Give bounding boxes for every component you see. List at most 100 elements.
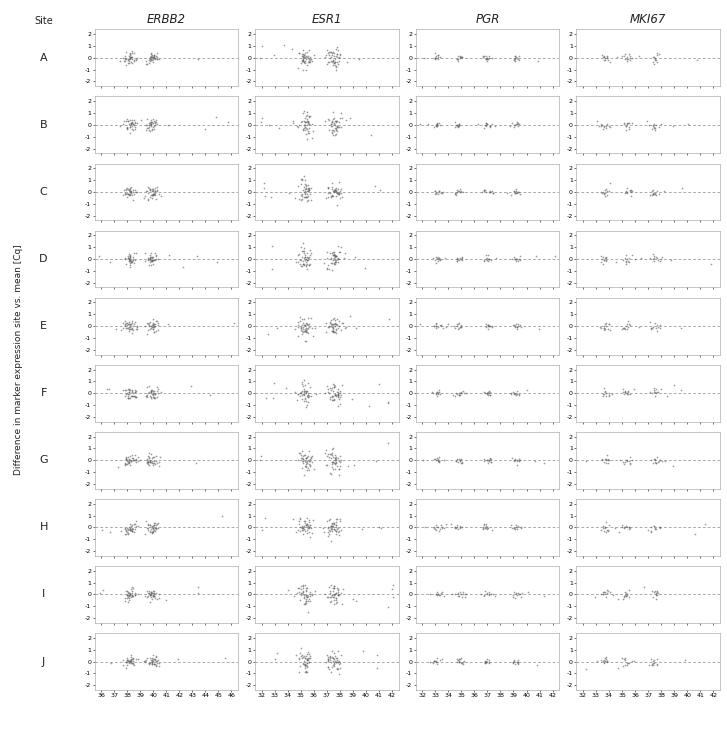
Point xyxy=(430,388,442,400)
Point xyxy=(119,50,130,62)
Point xyxy=(510,587,521,599)
Point xyxy=(125,186,137,198)
Point xyxy=(303,110,315,122)
Point xyxy=(331,186,342,198)
Point xyxy=(328,451,340,463)
Point xyxy=(129,587,141,599)
Point xyxy=(602,457,614,469)
Point xyxy=(435,186,446,198)
Point xyxy=(124,520,135,532)
Point xyxy=(129,387,141,399)
Point xyxy=(484,389,496,401)
Point xyxy=(454,183,466,195)
Point xyxy=(456,51,467,63)
Point xyxy=(430,54,441,65)
Point xyxy=(325,258,337,269)
Point xyxy=(142,591,154,603)
Point xyxy=(124,519,136,531)
Point xyxy=(126,385,138,396)
Point xyxy=(299,662,310,674)
Point xyxy=(318,522,329,534)
Point xyxy=(126,525,137,537)
Point xyxy=(124,52,136,64)
Point xyxy=(600,652,611,664)
Point xyxy=(329,254,341,266)
Point xyxy=(254,53,265,65)
Point xyxy=(144,526,156,537)
Point xyxy=(333,321,345,333)
Point xyxy=(294,117,306,128)
Point xyxy=(616,457,628,468)
Point xyxy=(432,656,443,668)
Point xyxy=(329,320,341,332)
Point xyxy=(148,392,160,404)
Point xyxy=(511,523,523,534)
Point xyxy=(331,519,342,531)
Point xyxy=(319,387,331,399)
Point xyxy=(147,189,158,201)
Point xyxy=(451,388,462,400)
Point xyxy=(147,658,158,669)
Point xyxy=(124,183,135,195)
Point xyxy=(648,658,659,670)
Point xyxy=(325,187,337,199)
Point xyxy=(501,187,513,199)
Point xyxy=(326,595,337,607)
Point xyxy=(300,393,311,404)
Point xyxy=(147,313,158,324)
Point xyxy=(622,118,633,130)
Point xyxy=(300,525,311,537)
Point xyxy=(302,396,314,407)
Point xyxy=(457,656,469,668)
Point xyxy=(297,321,309,333)
Point xyxy=(359,262,371,274)
Point xyxy=(142,592,153,603)
Point xyxy=(650,523,662,535)
Point xyxy=(142,456,153,468)
Point xyxy=(124,450,136,462)
Point xyxy=(284,186,295,198)
Point xyxy=(322,182,334,194)
Point xyxy=(431,586,443,597)
Point xyxy=(329,655,340,667)
Point xyxy=(150,651,161,663)
Point xyxy=(454,387,465,399)
Point xyxy=(326,183,337,195)
Point xyxy=(599,453,611,465)
Point xyxy=(435,51,446,62)
Point xyxy=(433,49,444,61)
Point xyxy=(332,400,344,412)
Point xyxy=(146,657,158,669)
Point xyxy=(648,520,660,531)
Point xyxy=(148,115,160,126)
Point xyxy=(121,659,132,671)
Point xyxy=(504,120,515,132)
Point xyxy=(145,592,157,603)
Point xyxy=(329,117,340,128)
Point xyxy=(475,588,487,600)
Point xyxy=(294,522,306,534)
Point xyxy=(509,252,521,264)
Point xyxy=(523,586,534,598)
Point xyxy=(124,185,135,197)
Point xyxy=(95,587,106,599)
Point xyxy=(301,133,313,145)
Point xyxy=(306,589,318,600)
Point xyxy=(623,252,635,264)
Point xyxy=(323,522,334,534)
Point xyxy=(326,120,338,131)
Point xyxy=(299,379,310,390)
Point xyxy=(621,51,632,63)
Point xyxy=(303,653,315,664)
Point xyxy=(148,120,160,132)
Point xyxy=(127,320,139,332)
Point xyxy=(156,190,167,202)
Point xyxy=(598,258,609,270)
Point xyxy=(629,655,640,667)
Point xyxy=(125,324,137,335)
Point xyxy=(321,44,333,56)
Point xyxy=(115,526,126,537)
Point xyxy=(304,516,316,528)
Point xyxy=(153,317,164,329)
Point xyxy=(143,319,155,331)
